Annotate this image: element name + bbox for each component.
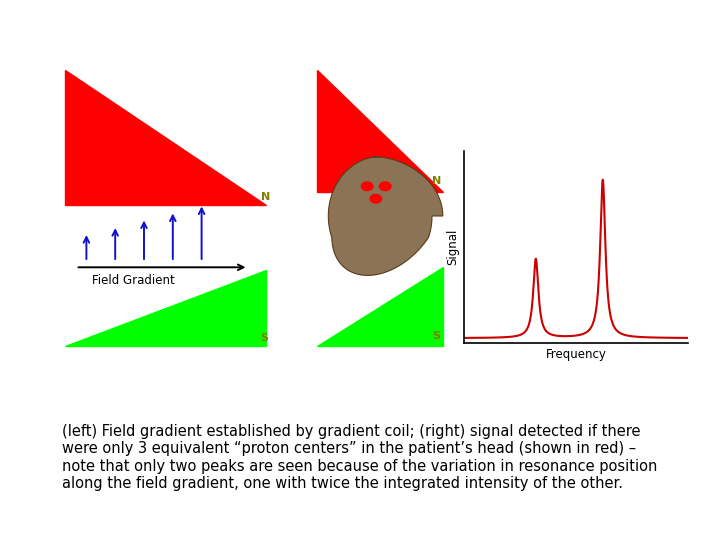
Circle shape [361, 182, 373, 191]
Polygon shape [328, 157, 443, 275]
Text: (left) Field gradient established by gradient coil; (right) signal detected if t: (left) Field gradient established by gra… [63, 424, 657, 491]
Polygon shape [65, 70, 266, 205]
X-axis label: Frequency: Frequency [546, 348, 606, 361]
Circle shape [370, 194, 382, 203]
Y-axis label: Signal: Signal [446, 229, 459, 265]
Text: S: S [432, 331, 440, 341]
Text: S: S [261, 333, 269, 343]
Polygon shape [317, 267, 443, 346]
Text: N: N [432, 176, 441, 186]
Text: N: N [261, 192, 270, 202]
Circle shape [379, 182, 391, 191]
Polygon shape [65, 270, 266, 346]
Polygon shape [317, 70, 443, 192]
Text: Field Gradient: Field Gradient [92, 274, 174, 287]
